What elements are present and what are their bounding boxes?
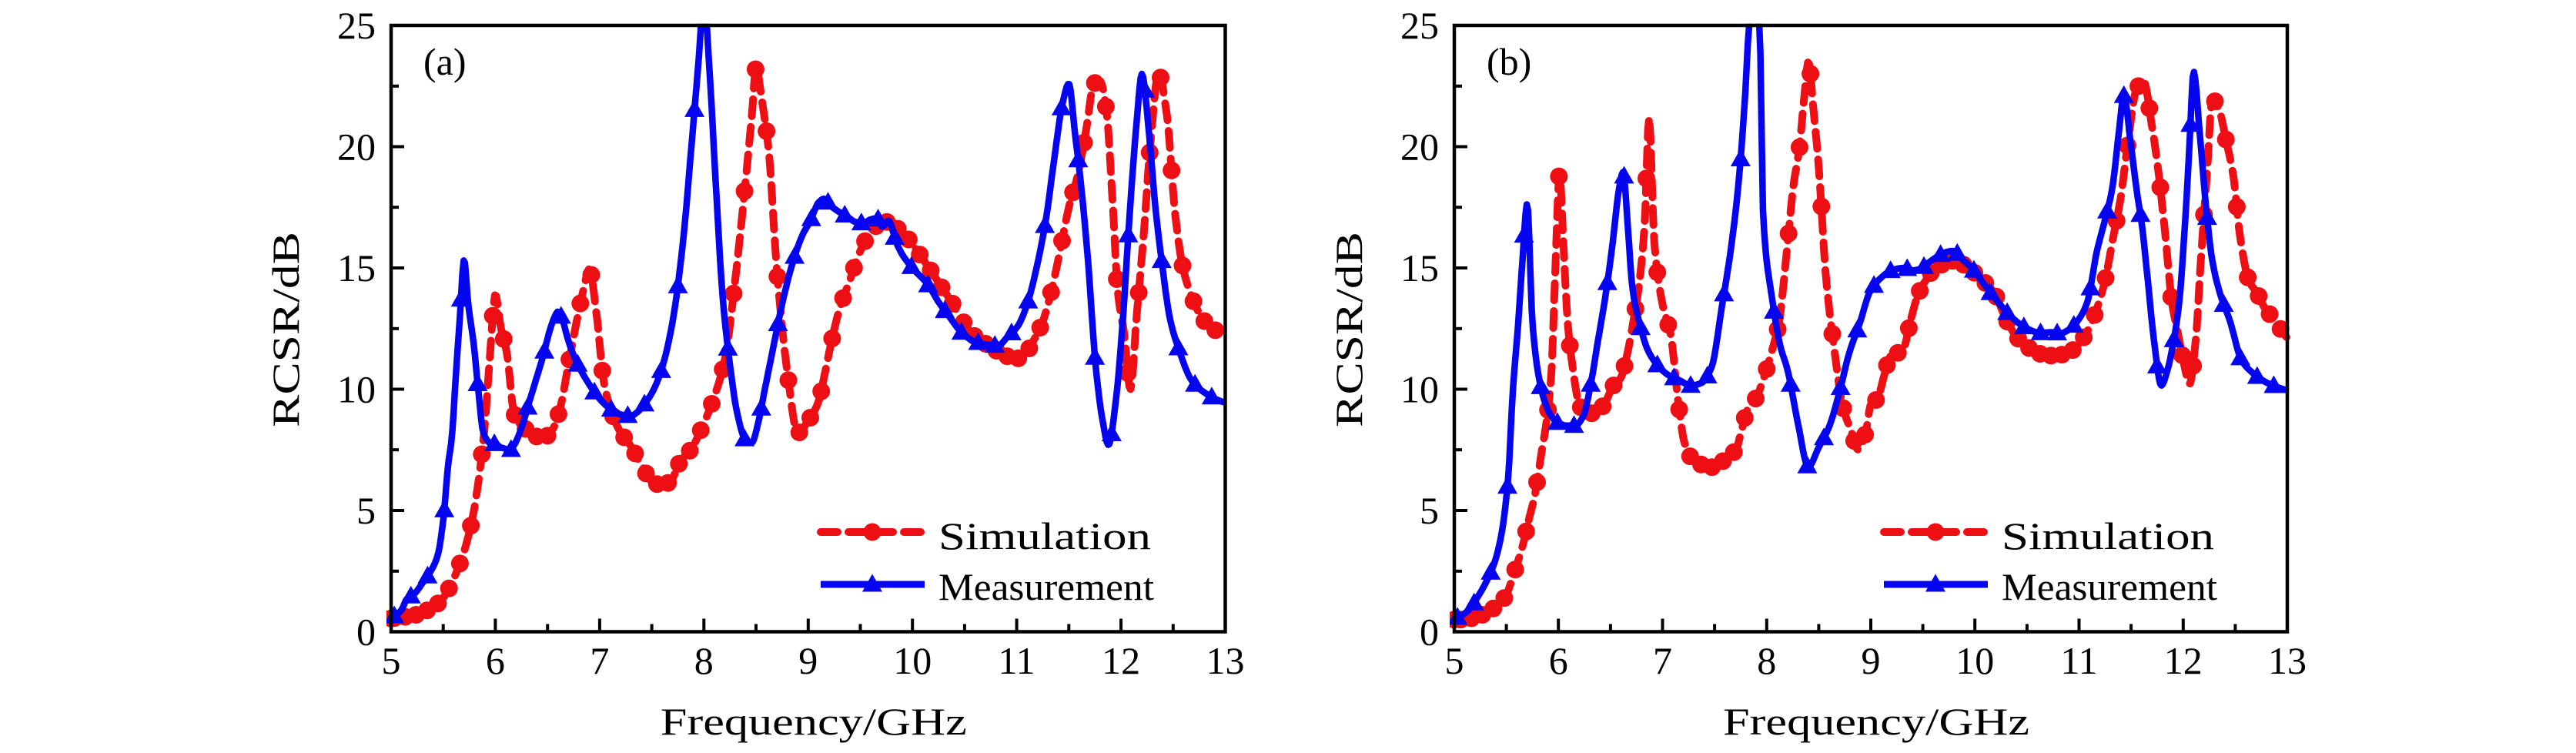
svg-text:10: 10 [893,639,932,682]
svg-text:11: 11 [2060,639,2097,682]
svg-text:Simulation: Simulation [2002,514,2214,557]
svg-text:20: 20 [1400,126,1439,169]
svg-text:0: 0 [1420,611,1439,654]
svg-text:9: 9 [1862,639,1881,682]
svg-text:15: 15 [337,246,376,289]
svg-text:RCSR/dB: RCSR/dB [264,232,307,427]
svg-text:10: 10 [337,368,376,411]
svg-text:11: 11 [999,639,1035,682]
svg-text:7: 7 [590,639,609,682]
svg-text:13: 13 [1206,639,1245,682]
svg-text:Measurement: Measurement [938,565,1154,608]
svg-text:Simulation: Simulation [938,514,1151,557]
svg-text:(b): (b) [1487,40,1531,83]
svg-text:5: 5 [1420,489,1439,532]
svg-text:RCSR/dB: RCSR/dB [1327,232,1370,427]
svg-text:5: 5 [382,639,401,682]
svg-text:Measurement: Measurement [2002,565,2217,608]
svg-text:(a): (a) [423,40,467,83]
svg-text:8: 8 [694,639,714,682]
svg-text:12: 12 [2164,639,2203,682]
svg-text:6: 6 [486,639,505,682]
svg-text:10: 10 [1400,368,1439,411]
svg-text:10: 10 [1955,639,1994,682]
svg-text:25: 25 [337,4,376,47]
svg-text:5: 5 [356,489,376,532]
svg-text:12: 12 [1102,639,1140,682]
svg-text:5: 5 [1445,639,1464,682]
svg-text:7: 7 [1653,639,1672,682]
svg-text:9: 9 [798,639,818,682]
svg-text:25: 25 [1400,4,1439,47]
svg-text:0: 0 [356,611,376,654]
svg-text:Frequency/GHz: Frequency/GHz [1723,700,2029,743]
svg-text:15: 15 [1400,246,1439,289]
svg-text:8: 8 [1757,639,1776,682]
svg-text:Frequency/GHz: Frequency/GHz [661,700,967,743]
svg-text:20: 20 [337,126,376,169]
svg-text:13: 13 [2268,639,2307,682]
svg-text:6: 6 [1549,639,1568,682]
